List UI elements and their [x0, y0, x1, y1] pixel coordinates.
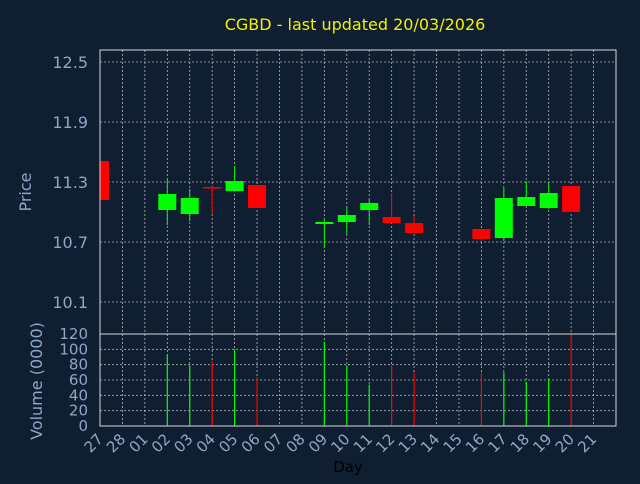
candle-body [248, 185, 267, 208]
price-axis-label: Price [16, 172, 35, 211]
candle-body [539, 193, 558, 208]
volume-tick-label: 100 [59, 340, 88, 358]
candle-body [360, 203, 379, 210]
candle-body [562, 186, 581, 212]
price-frame [99, 49, 617, 335]
price-tick-label: 11.9 [52, 113, 88, 132]
candle-body [315, 222, 334, 224]
volume-frame [99, 333, 617, 427]
price-panel: 12.5 11.9 11.3 10.7 10.1 Price [16, 49, 617, 335]
volume-tick-label: 0 [78, 417, 88, 435]
candle-body [494, 198, 513, 238]
candle-body [472, 229, 491, 239]
x-axis-label: Day [333, 458, 363, 476]
candle-body [405, 223, 424, 233]
price-tick-label: 10.1 [52, 293, 88, 312]
volume-axis-label: Volume (0000) [27, 322, 46, 440]
x-tick-label: 21 [574, 430, 600, 456]
volume-tick-label: 120 [59, 325, 88, 343]
volume-tick-label: 20 [69, 402, 88, 420]
volume-tick-label: 80 [69, 356, 88, 374]
volume-tick-label: 60 [69, 371, 88, 389]
x-axis: 2728010203040506070809101112131415161718… [81, 430, 601, 476]
price-tick-label: 11.3 [52, 173, 88, 192]
candle-body [337, 215, 356, 222]
candle-body [203, 187, 222, 189]
chart-title: CGBD - last updated 20/03/2026 [225, 15, 486, 34]
candle-body [517, 197, 536, 206]
candle-body [180, 198, 199, 214]
candle-body [158, 194, 177, 210]
volume-tick-label: 40 [69, 386, 88, 404]
price-tick-label: 12.5 [52, 53, 88, 72]
candle-body [225, 181, 244, 191]
price-tick-label: 10.7 [52, 233, 88, 252]
candle-body [100, 161, 109, 200]
candle-body [382, 217, 401, 223]
